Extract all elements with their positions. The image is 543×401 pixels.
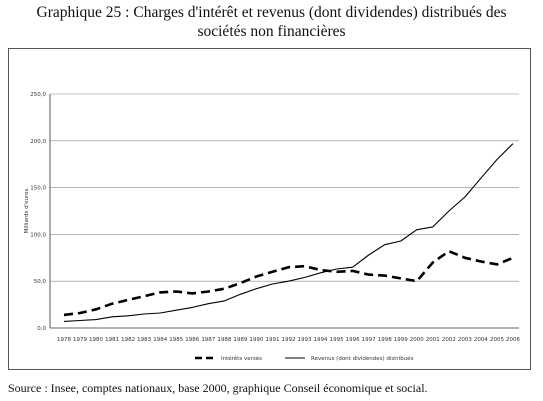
x-tick-label: 1978 (57, 337, 71, 343)
y-tick-label: 250,0 (30, 92, 46, 98)
series-lines (63, 143, 514, 322)
x-tick-label: 1993 (298, 337, 312, 343)
x-tick-labels: 1978 1979 1980 1981 1982 1983 1984 1985 1986 1987… (57, 337, 520, 343)
chart-title-line-1: Graphique 25 : Charges d'intérêt et reve… (36, 4, 507, 21)
chart-frame (8, 48, 531, 370)
x-tick-label: 1990 (249, 337, 263, 343)
x-tick-label: 2005 (490, 337, 504, 343)
legend-label: Revenus (dont dividendes) distribués (311, 355, 414, 362)
x-tick-label: 2000 (410, 337, 424, 343)
y-tick-label: 200,0 (30, 139, 46, 145)
x-tick-label: 1994 (314, 337, 328, 343)
series-line-revenus-distribues (63, 143, 514, 322)
legend: Intérêts versés Revenus (dont dividendes)… (195, 355, 414, 362)
grid-lines (50, 93, 519, 282)
x-tick-label: 1997 (362, 337, 376, 343)
x-tick-label: 1989 (233, 337, 247, 343)
x-tick-label: 2003 (458, 337, 472, 343)
x-tick-label: 1987 (201, 337, 215, 343)
x-tick-label: 1984 (153, 337, 167, 343)
y-tick-label: 100,0 (30, 232, 46, 238)
x-tick-label: 1991 (265, 337, 279, 343)
y-axis-label: Milliards d'euros (24, 188, 30, 233)
x-tick-label: 2002 (442, 337, 456, 343)
x-tick-label: 1983 (137, 337, 151, 343)
x-tick-label: 2004 (474, 337, 488, 343)
y-tick-labels: 0,0 50,0 100,0 150,0 200,0 250,0 (30, 92, 46, 332)
x-tick-label: 1986 (185, 337, 199, 343)
source-note: Source : Insee, comptes nationaux, base … (8, 381, 428, 395)
series-line-interets-verses (63, 249, 514, 317)
x-tick-label: 1999 (394, 337, 408, 343)
x-tick-label: 1998 (378, 337, 392, 343)
x-tick-label: 1985 (169, 337, 183, 343)
x-tick-label: 1996 (346, 337, 360, 343)
x-tick-label: 2006 (506, 337, 520, 343)
x-tick-label: 1992 (282, 337, 296, 343)
x-tick-label: 1980 (89, 337, 103, 343)
x-tick-label: 2001 (426, 337, 440, 343)
axes (49, 94, 519, 329)
x-tick-label: 1988 (217, 337, 231, 343)
x-tick-label: 1981 (105, 337, 119, 343)
y-tick-label: 50,0 (34, 279, 47, 285)
x-tick-label: 1979 (73, 337, 87, 343)
x-tick-label: 1982 (121, 337, 135, 343)
y-tick-label: 150,0 (30, 186, 46, 192)
legend-label: Intérêts versés (221, 355, 262, 362)
x-tick-label: 1995 (330, 337, 344, 343)
y-tick-label: 0,0 (37, 326, 46, 332)
chart-title-line-2: sociétés non financières (197, 23, 346, 40)
chart-title: Graphique 25 : Charges d'intérêt et reve… (0, 3, 543, 41)
